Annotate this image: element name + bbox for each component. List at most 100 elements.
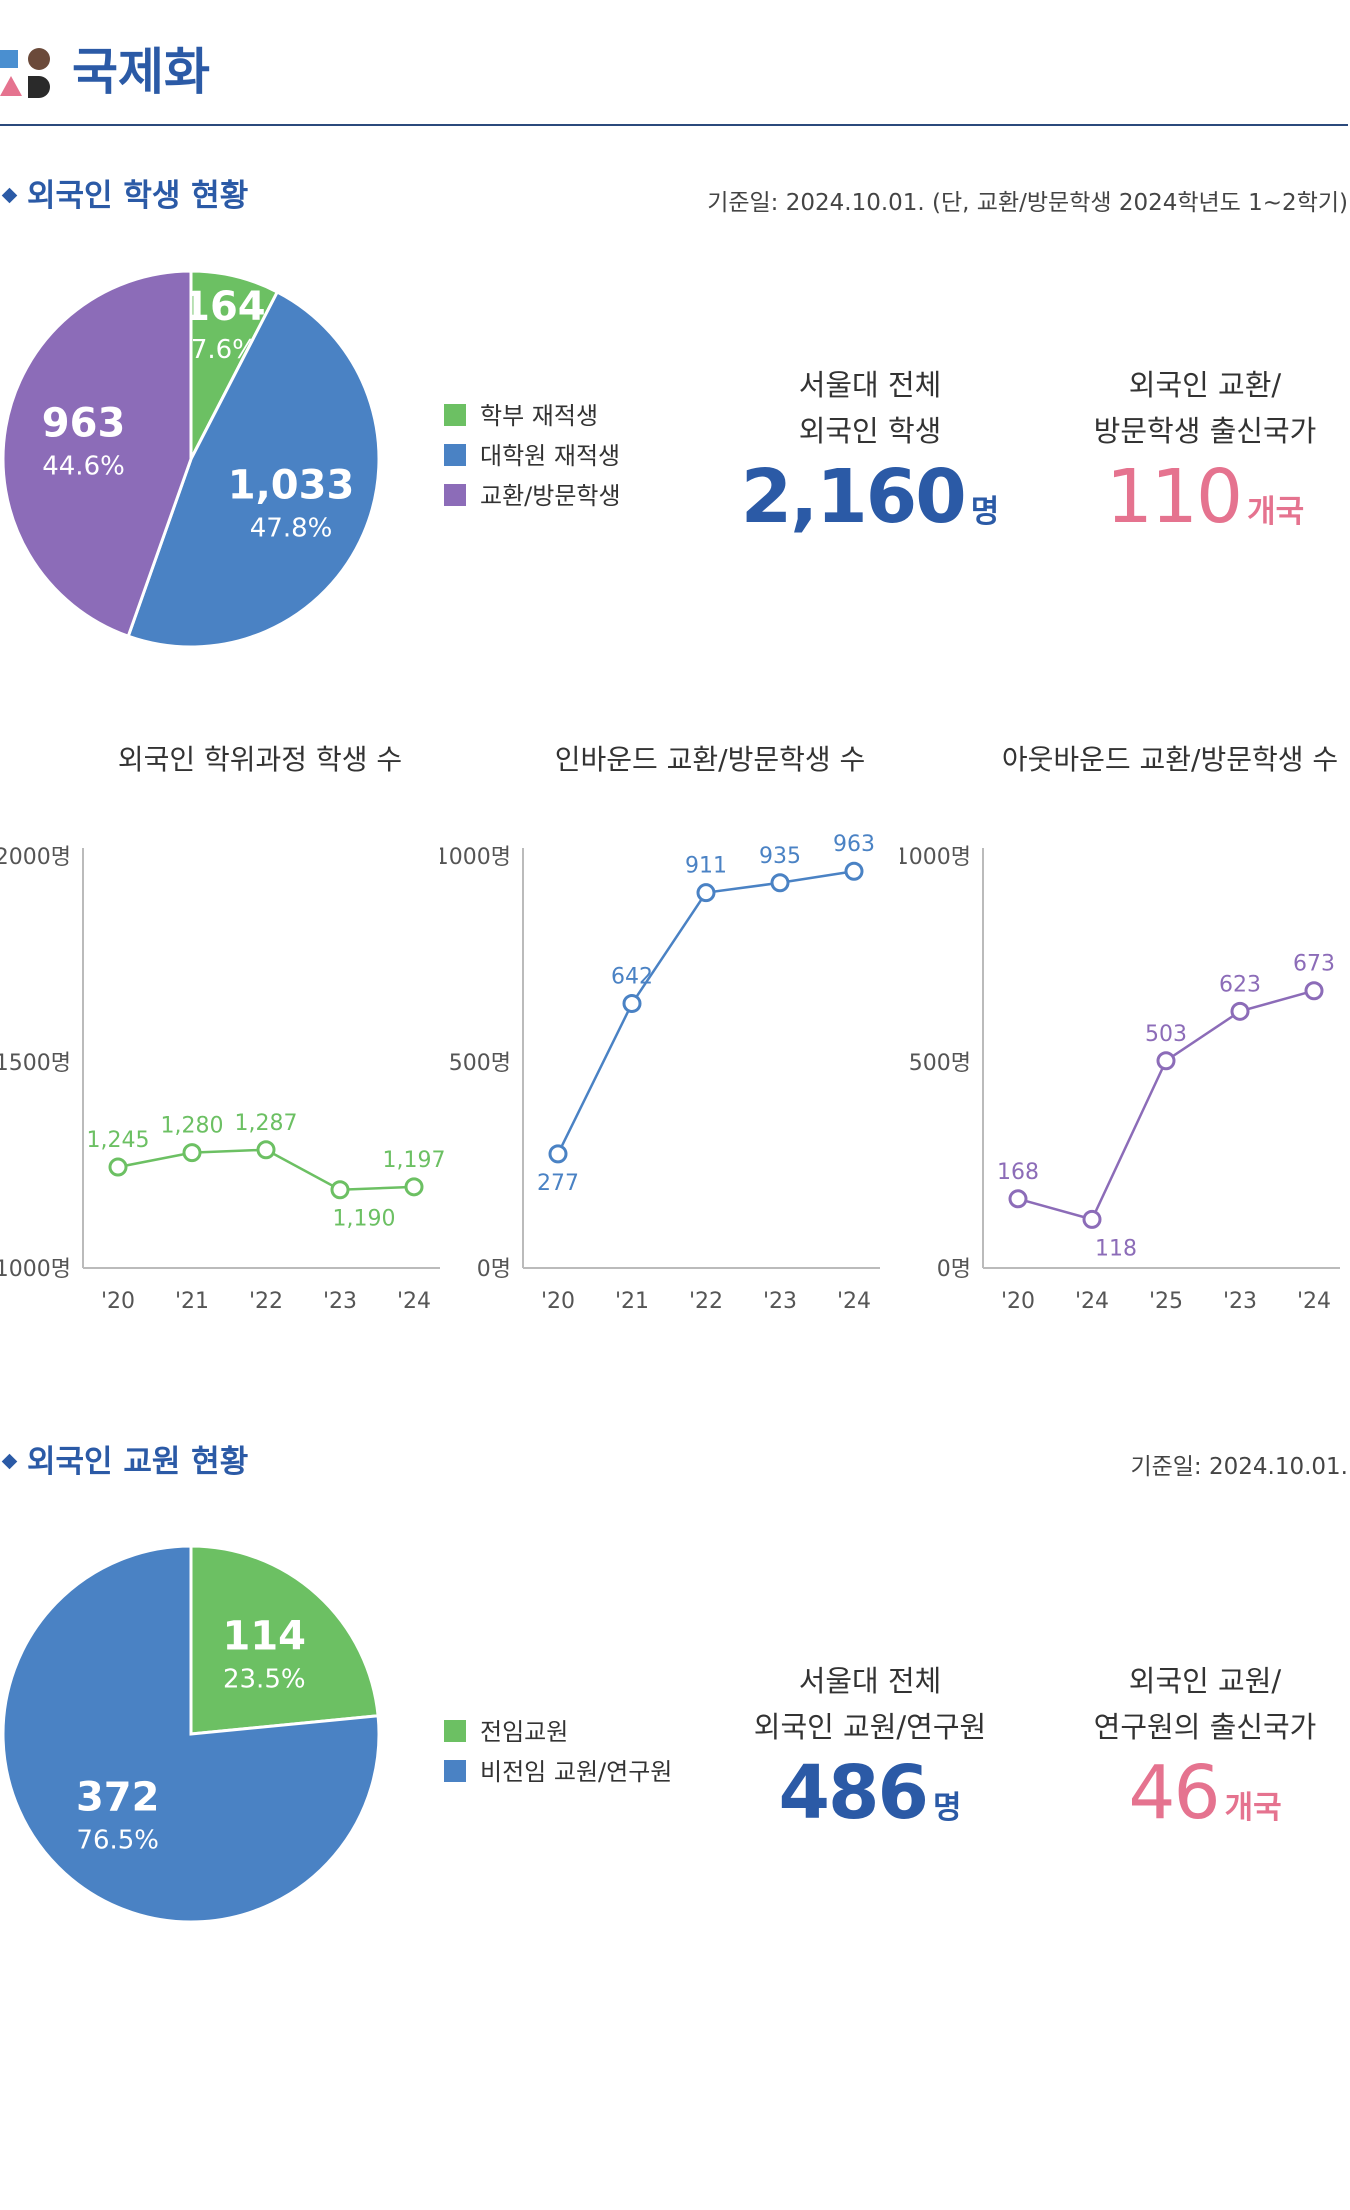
data-label: 1,245 — [87, 1128, 150, 1153]
pie-value-label: 164 — [182, 284, 266, 330]
data-point — [1082, 1209, 1102, 1229]
y-tick-label: 1000명 — [0, 1257, 71, 1282]
x-tick-label: '23 — [1223, 1289, 1257, 1314]
legend-swatch — [444, 1760, 466, 1782]
data-label: 623 — [1219, 972, 1261, 997]
x-tick-label: '24 — [397, 1289, 431, 1314]
data-label: 1,280 — [161, 1114, 224, 1139]
pie-value-label: 963 — [42, 401, 126, 447]
chart-title-degree: 외국인 학위과정 학생 수 — [117, 743, 403, 776]
data-point — [182, 1143, 202, 1163]
data-point — [330, 1180, 350, 1200]
stat-exchange-countries: 외국인 교환/ 방문학생 출신국가 110 개국 — [1093, 368, 1317, 540]
legend-item: 전임교원 — [444, 1712, 672, 1752]
pie-slice — [126, 289, 381, 649]
faculty-pie-legend: 전임교원 비전임 교원/연구원 — [444, 1712, 672, 1792]
diamond-bullet-icon — [1, 187, 18, 203]
y-tick-label: 0명 — [477, 1257, 511, 1282]
data-label: 1,287 — [235, 1111, 298, 1136]
data-label: 503 — [1145, 1022, 1187, 1047]
x-tick-label: '21 — [615, 1289, 649, 1314]
legend-item: 비전임 교원/연구원 — [444, 1752, 672, 1792]
faculty-reference-date-note: 기준일: 2024.10.01. — [1130, 1454, 1348, 1480]
y-tick-label: 1500명 — [0, 1051, 71, 1076]
data-label: 1,190 — [333, 1207, 396, 1232]
legend-item: 교환/방문학생 — [444, 476, 621, 516]
x-tick-label: '24 — [1075, 1289, 1109, 1314]
chart-title-inbound: 인바운드 교환/방문학생 수 — [554, 743, 866, 776]
pie-percent-label: 23.5% — [223, 1664, 306, 1694]
y-tick-label: 500명 — [909, 1051, 971, 1076]
data-point — [108, 1157, 128, 1177]
x-tick-label: '20 — [101, 1289, 135, 1314]
x-tick-label: '22 — [249, 1289, 283, 1314]
data-point — [844, 861, 864, 881]
stat-total-faculty: 서울대 전체 외국인 교원/연구원 486 명 — [753, 1664, 987, 1836]
x-tick-label: '20 — [1001, 1289, 1035, 1314]
diamond-bullet-icon — [1, 1453, 18, 1469]
data-label: 911 — [685, 854, 727, 879]
data-point — [1008, 1189, 1028, 1209]
page-title: 국제화 — [72, 43, 210, 101]
x-tick-label: '20 — [541, 1289, 575, 1314]
faculty-pie-chart: 114 23.5% 372 76.5% — [1, 1544, 381, 1924]
y-tick-label: 2000명 — [0, 845, 71, 870]
pie-percent-label: 47.8% — [250, 513, 333, 543]
stat-total-students: 서울대 전체 외국인 학생 2,160 명 — [740, 368, 1000, 540]
x-tick-label: '24 — [837, 1289, 871, 1314]
x-tick-label: '25 — [1149, 1289, 1183, 1314]
legend-swatch — [444, 484, 466, 506]
data-label: 642 — [611, 964, 653, 989]
chart-title-outbound: 아웃바운드 교환/방문학생 수 — [1001, 743, 1339, 776]
series-line — [556, 870, 855, 1155]
data-point — [1304, 981, 1324, 1001]
y-tick-label: 0명 — [937, 1257, 971, 1282]
pie-slice — [1, 1544, 381, 1924]
data-label: 118 — [1095, 1236, 1137, 1261]
data-point — [548, 1144, 568, 1164]
data-label: 277 — [537, 1171, 579, 1196]
data-label: 963 — [833, 832, 875, 857]
data-point — [696, 883, 716, 903]
pie-slice — [189, 1544, 380, 1736]
data-label: 1,197 — [383, 1148, 446, 1173]
x-tick-label: '22 — [689, 1289, 723, 1314]
data-point — [256, 1140, 276, 1160]
x-tick-label: '24 — [1297, 1289, 1331, 1314]
header-divider — [0, 124, 1348, 126]
legend-item: 대학원 재적생 — [444, 436, 621, 476]
data-point — [622, 993, 642, 1013]
data-point — [404, 1177, 424, 1197]
legend-swatch — [444, 404, 466, 426]
y-tick-label: 1000명 — [440, 845, 511, 870]
outbound-exchange-line-chart: 1000명 500명 0명 '20 '24 '25 '23 '24 168 118 503 623 67… — [900, 845, 1340, 1314]
pie-value-label: 372 — [76, 1775, 160, 1821]
x-tick-label: '21 — [175, 1289, 209, 1314]
data-point — [1156, 1051, 1176, 1071]
student-pie-legend: 학부 재적생 대학원 재적생 교환/방문학생 — [444, 396, 621, 516]
section-title-faculty: 외국인 교원 현황 — [0, 1442, 248, 1482]
pie-value-label: 1,033 — [228, 462, 355, 508]
data-point — [770, 873, 790, 893]
degree-students-line-chart: 2000명 1500명 1000명 '20 '21 '22 '23 '24 1,245 1,280… — [0, 845, 446, 1314]
pie-value-label: 114 — [223, 1613, 307, 1659]
pie-percent-label: 76.5% — [76, 1826, 159, 1856]
data-label: 935 — [759, 844, 801, 869]
stat-faculty-countries: 외국인 교원/ 연구원의 출신국가 46 개국 — [1093, 1664, 1317, 1836]
inbound-exchange-line-chart: 1000명 500명 0명 '20 '21 '22 '23 '24 277 642 911 935 96… — [440, 832, 880, 1314]
y-tick-label: 500명 — [449, 1051, 511, 1076]
legend-swatch — [444, 1720, 466, 1742]
pie-slice — [1, 269, 193, 639]
data-point — [1230, 1001, 1250, 1021]
x-tick-label: '23 — [323, 1289, 357, 1314]
y-tick-label: 1000명 — [900, 845, 971, 870]
reference-date-note: 기준일: 2024.10.01. (단, 교환/방문학생 2024학년도 1~2… — [707, 190, 1348, 216]
legend-item: 학부 재적생 — [444, 396, 621, 436]
section-title-students: 외국인 학생 현황 — [0, 176, 248, 216]
data-label: 673 — [1293, 952, 1335, 977]
legend-swatch — [444, 444, 466, 466]
pie-percent-label: 44.6% — [42, 452, 125, 482]
data-label: 168 — [997, 1160, 1039, 1185]
x-tick-label: '23 — [763, 1289, 797, 1314]
